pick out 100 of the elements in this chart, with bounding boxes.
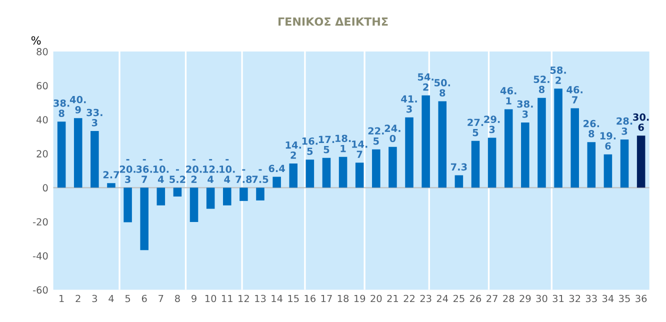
data-label: 19.6 xyxy=(600,132,616,150)
data-label: 18.1 xyxy=(336,134,351,152)
x-tick-label: 15 xyxy=(288,294,299,302)
bar xyxy=(538,98,546,188)
bar xyxy=(190,188,198,222)
bar xyxy=(620,140,629,188)
x-tick-label: 29 xyxy=(520,294,531,302)
y-tick-label: 20 xyxy=(36,150,48,158)
x-tick-label: 12 xyxy=(238,294,249,302)
x-tick-label: 10 xyxy=(205,294,216,302)
bar xyxy=(338,156,348,188)
x-tick-label: 31 xyxy=(552,294,564,302)
x-tick-label: 7 xyxy=(158,294,164,302)
y-tick-label: 60 xyxy=(36,82,48,90)
x-tick-label: 13 xyxy=(255,294,266,302)
data-label: -10.4 xyxy=(220,159,235,183)
x-tick-label: 34 xyxy=(602,294,614,302)
y-tick-label: -40 xyxy=(33,252,48,260)
data-label: 16.5 xyxy=(302,137,318,155)
data-label: 38.8 xyxy=(54,99,70,117)
bar xyxy=(355,162,364,188)
data-label: 50.8 xyxy=(434,79,450,97)
bar xyxy=(322,158,331,188)
x-tick-label: 20 xyxy=(370,294,382,302)
x-tick-label: 30 xyxy=(536,294,548,302)
y-axis-title: % xyxy=(31,36,41,45)
x-tick-label: 28 xyxy=(503,294,514,302)
bar xyxy=(554,88,562,188)
bar xyxy=(240,188,248,201)
data-label: 40.9 xyxy=(70,96,86,114)
x-tick-label: 1 xyxy=(60,294,64,302)
x-tick-label: 33 xyxy=(586,294,597,302)
chart-title: ΓΕΝΙΚΟΣ ΔΕΙΚΤΗΣ xyxy=(278,17,388,26)
x-tick-label: 4 xyxy=(108,294,114,302)
data-label: 41.3 xyxy=(401,95,417,113)
x-tick-label: 18 xyxy=(338,294,349,302)
bar xyxy=(124,188,132,222)
data-label: 2.7 xyxy=(103,171,120,178)
bar xyxy=(488,138,496,188)
bar xyxy=(471,140,480,188)
bar xyxy=(90,131,99,188)
x-tick-label: 21 xyxy=(387,294,398,302)
data-label: -12.4 xyxy=(203,159,218,183)
data-label: 14.7 xyxy=(352,140,368,158)
data-label: 27.5 xyxy=(468,118,484,136)
y-tick-label: -60 xyxy=(33,286,48,294)
data-label: 28.3 xyxy=(616,117,632,135)
x-tick-label: 24 xyxy=(436,294,448,302)
bar xyxy=(206,188,215,209)
bar xyxy=(570,108,579,188)
data-label: -20.2 xyxy=(186,159,202,183)
x-tick-label: 3 xyxy=(92,294,97,302)
y-tick-label: 40 xyxy=(36,116,48,124)
x-tick-label: 2 xyxy=(76,294,80,302)
data-label: -5.2 xyxy=(170,169,186,184)
data-label: -20.3 xyxy=(120,159,136,184)
data-label: -36.7 xyxy=(136,159,152,183)
data-label: 30.6 xyxy=(633,113,649,131)
bar xyxy=(438,101,447,188)
x-tick-label: 35 xyxy=(619,294,630,302)
bar xyxy=(388,146,397,188)
x-tick-label: 25 xyxy=(453,294,464,302)
bar xyxy=(289,164,298,188)
bar xyxy=(454,175,464,188)
data-label: 33.3 xyxy=(86,108,102,126)
x-tick-label: 19 xyxy=(354,294,366,302)
x-tick-label: 23 xyxy=(420,294,432,302)
bar xyxy=(306,160,314,188)
bar xyxy=(57,122,66,188)
data-label: 46.1 xyxy=(500,87,516,104)
bar xyxy=(636,136,646,188)
bar xyxy=(222,188,232,206)
x-tick-label: 22 xyxy=(404,294,414,302)
data-label: -7.5 xyxy=(252,169,268,184)
y-tick-label: 80 xyxy=(36,48,48,56)
x-tick-label: 14 xyxy=(272,294,282,302)
bar xyxy=(107,183,116,188)
x-tick-label: 17 xyxy=(321,294,332,302)
data-label: 38.3 xyxy=(517,100,533,118)
data-label: 7.3 xyxy=(450,163,467,171)
data-label: -7.8 xyxy=(236,169,252,184)
x-tick-label: 8 xyxy=(175,294,180,302)
data-label: 54.2 xyxy=(418,73,434,91)
data-label: 26.8 xyxy=(584,120,600,138)
x-tick-label: 36 xyxy=(636,294,647,302)
data-label: 6.4 xyxy=(268,164,285,172)
bar xyxy=(521,122,530,188)
bar xyxy=(156,188,166,206)
data-label: 14.2 xyxy=(286,141,301,159)
x-tick-label: 6 xyxy=(142,294,147,302)
x-tick-label: 16 xyxy=(304,294,316,302)
x-tick-label: 5 xyxy=(125,294,130,302)
y-tick-label: 0 xyxy=(42,184,48,192)
bar xyxy=(140,188,148,250)
data-label: 58.2 xyxy=(550,66,566,84)
data-label: -10.4 xyxy=(153,159,169,183)
x-tick-label: 26 xyxy=(470,294,482,302)
bar xyxy=(272,176,281,188)
data-label: 52.8 xyxy=(534,76,550,94)
x-tick-label: 11 xyxy=(222,294,232,302)
